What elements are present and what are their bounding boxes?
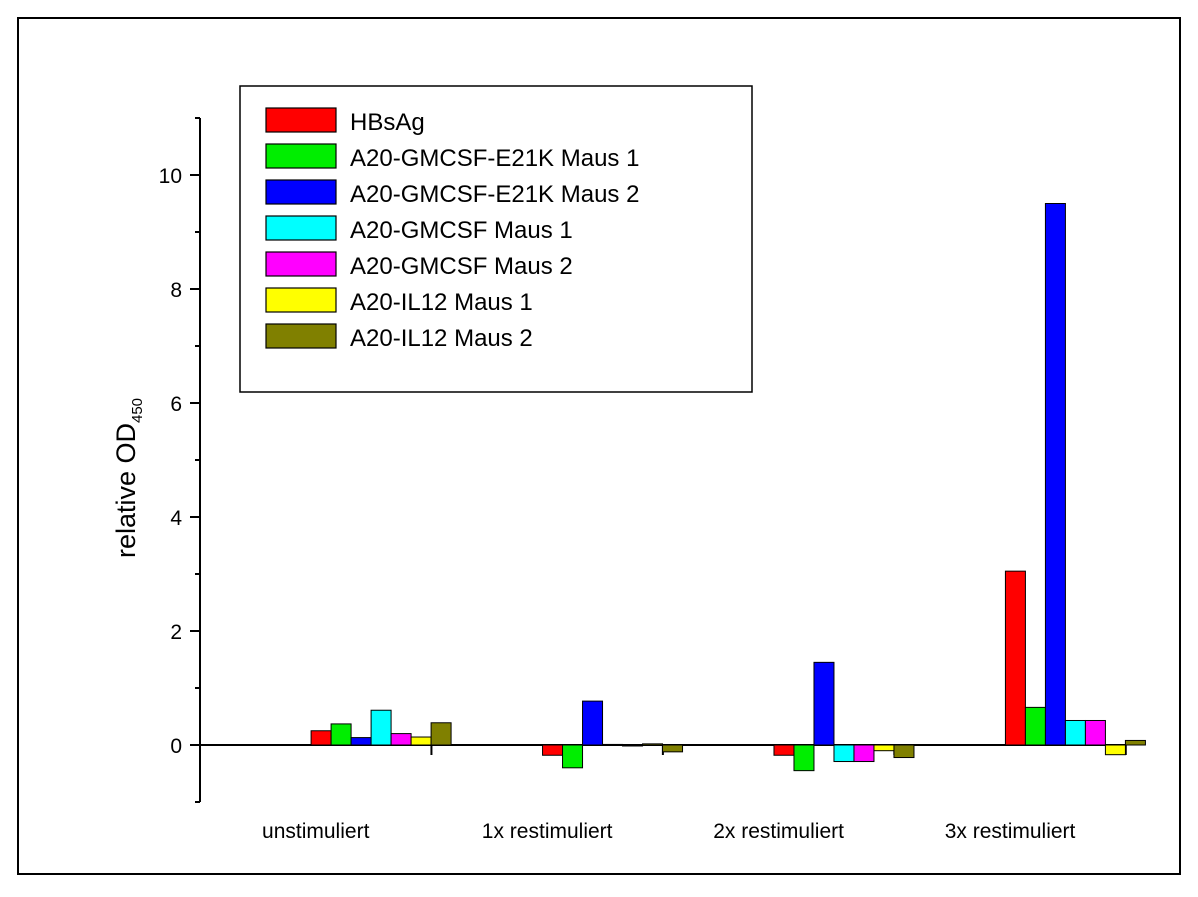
bar xyxy=(833,744,855,763)
bar xyxy=(350,737,372,746)
legend-label: A20-IL12 Maus 2 xyxy=(350,325,533,352)
legend: HBsAg A20-GMCSF-E21K Maus 1 A20-GMCSF-E21K… xyxy=(239,85,753,393)
y-axis-label: relative OD450 xyxy=(111,398,146,558)
bar xyxy=(873,744,895,752)
bar xyxy=(1124,739,1146,746)
category-labels: unstimuliert 1x restimuliert 2x restimulie… xyxy=(262,820,1076,843)
bar xyxy=(1044,203,1066,746)
bar xyxy=(562,744,584,769)
bar xyxy=(330,723,352,746)
bar xyxy=(853,744,875,763)
legend-swatch xyxy=(265,179,337,205)
y-tick-label: 8 xyxy=(170,279,182,302)
bar xyxy=(370,709,392,746)
legend-swatch xyxy=(265,251,337,277)
bar xyxy=(410,736,432,746)
y-axis: 0 2 4 6 8 10 xyxy=(159,117,201,803)
bar xyxy=(1024,706,1046,746)
bar xyxy=(662,744,684,753)
legend-label: HBsAg xyxy=(350,109,425,136)
bar xyxy=(582,700,604,746)
bar xyxy=(1104,744,1126,756)
bar xyxy=(542,744,564,756)
y-tick-label: 6 xyxy=(170,393,182,416)
x-tick-label: 3x restimuliert xyxy=(945,820,1076,843)
y-tick-label: 10 xyxy=(159,165,182,188)
bars-group xyxy=(310,203,1146,772)
legend-swatch xyxy=(265,215,337,241)
legend-label: A20-GMCSF-E21K Maus 2 xyxy=(350,181,639,208)
bar xyxy=(1064,719,1086,746)
x-tick-label: unstimuliert xyxy=(262,820,370,843)
bar xyxy=(1084,719,1106,746)
bar xyxy=(430,722,452,746)
bar xyxy=(622,744,644,747)
bar xyxy=(773,744,795,756)
legend-label: A20-GMCSF Maus 1 xyxy=(350,217,573,244)
legend-swatch xyxy=(265,107,337,133)
legend-label: A20-GMCSF-E21K Maus 1 xyxy=(350,145,639,172)
bar xyxy=(813,661,835,746)
y-axis-label-main: relative OD xyxy=(111,423,141,558)
bar xyxy=(390,733,412,746)
bar xyxy=(642,743,664,746)
bar xyxy=(793,744,815,772)
legend-label: A20-GMCSF Maus 2 xyxy=(350,253,573,280)
bar xyxy=(602,743,624,746)
bar xyxy=(310,730,332,746)
outer-border xyxy=(17,17,1181,875)
bar xyxy=(893,744,915,759)
legend-swatch xyxy=(265,287,337,313)
x-tick-label: 2x restimuliert xyxy=(713,820,844,843)
y-tick-label: 0 xyxy=(170,735,182,758)
bar xyxy=(1004,570,1026,746)
y-tick-label: 4 xyxy=(170,507,182,530)
x-tick-label: 1x restimuliert xyxy=(482,820,613,843)
legend-label: A20-IL12 Maus 1 xyxy=(350,289,533,316)
y-tick-label: 2 xyxy=(170,621,182,644)
legend-swatch xyxy=(265,323,337,349)
legend-swatch xyxy=(265,143,337,169)
y-axis-label-subscript: 450 xyxy=(129,398,146,423)
